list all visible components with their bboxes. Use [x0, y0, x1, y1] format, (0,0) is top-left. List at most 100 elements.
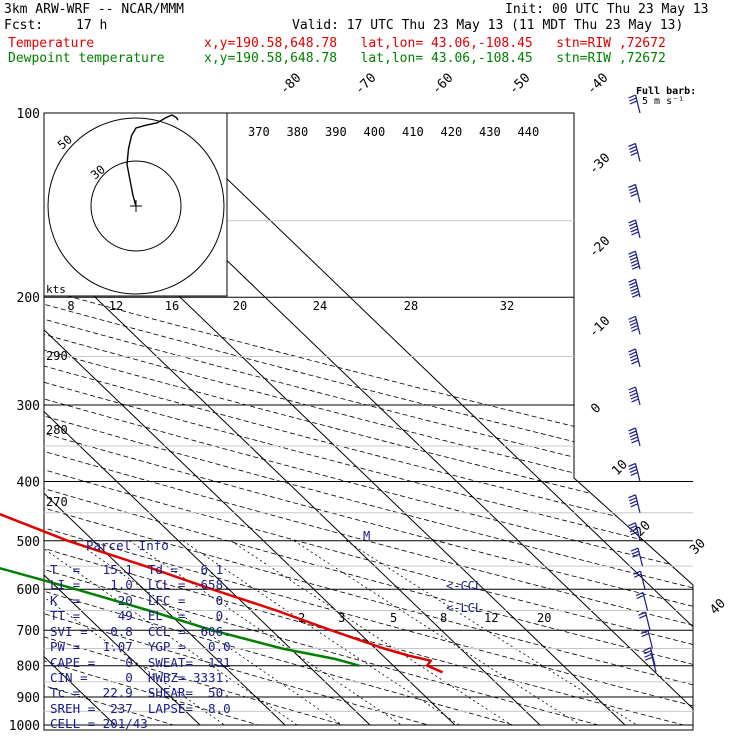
wind-barb-flag	[630, 357, 638, 362]
wind-barb-flag	[629, 100, 638, 105]
parcel-row: CELL = 201/43	[50, 716, 148, 731]
mixing-ratio-label: 8	[440, 611, 447, 625]
parcel-info-title: Parcel Info	[86, 538, 169, 553]
wind-barb-flag	[630, 324, 638, 329]
theta-label: 440	[518, 125, 540, 139]
parcel-row: PW = 1.07 YGP = 0.0	[50, 639, 231, 654]
wind-barb-flag	[629, 468, 638, 474]
wind-barb-flag	[629, 318, 637, 323]
isotherm-line	[44, 478, 541, 726]
wind-barb-flag	[643, 647, 651, 652]
parcel-info-panel: Parcel Info T = 15.1 Td = 6.1 LI = 1.0 L…	[44, 537, 232, 731]
hodograph-speed-label: 32	[500, 299, 514, 313]
wind-barb-flag	[630, 503, 638, 508]
wind-barb-flag	[641, 632, 649, 638]
wind-barb-flag	[629, 222, 637, 227]
theta-label: 290	[46, 349, 68, 363]
wind-barb-flag	[628, 278, 636, 283]
wind-barb-flag	[629, 186, 637, 191]
wind-barb-flag	[628, 427, 636, 432]
wind-barb-flag	[629, 433, 638, 438]
wind-barb-flag	[630, 547, 639, 552]
wind-barb-flag	[628, 94, 636, 99]
forecast-label: Fcst:	[4, 18, 44, 33]
isotherm-label: -50	[506, 71, 533, 98]
isotherm-line	[44, 329, 199, 478]
wind-barb-flag	[630, 287, 638, 292]
isotherm-label: -30	[586, 151, 613, 178]
wind-barb-flag	[630, 436, 638, 441]
pressure-tick-label: 400	[17, 475, 40, 490]
isotherm-label: 40	[707, 596, 729, 618]
wind-barb-flag	[632, 265, 640, 270]
wind-barb-flag	[633, 570, 641, 575]
mixing-ratio-line	[182, 540, 460, 726]
isotherm-label: -40	[584, 71, 611, 98]
wind-barb	[649, 647, 656, 666]
hodograph-ring	[90, 160, 182, 252]
wind-barb-flag	[630, 228, 638, 233]
wind-barb-flag	[638, 611, 646, 616]
parcel-row: K = 20 LFC = 0.	[50, 593, 231, 608]
wind-barb-flag	[631, 262, 639, 267]
wind-barb-flag	[628, 386, 636, 391]
parcel-row: LI = 1.0 LCL = 658.	[50, 577, 231, 592]
parcel-row: T = 15.1 Td = 6.1	[50, 562, 224, 577]
isotherm-line	[44, 478, 456, 726]
hodograph-speed-label: 8	[67, 299, 74, 313]
wind-barb-flag	[635, 591, 644, 597]
mixing-ratio-label: 5	[390, 611, 397, 625]
dewpoint-location: x,y=190.58,648.78 lat,lon= 43.06,-108.45…	[204, 51, 666, 66]
model-title: 3km ARW-WRF -- NCAR/MMM	[4, 2, 185, 17]
isotherm-label: 10	[609, 457, 631, 479]
theta-label: 410	[402, 125, 424, 139]
wind-barb-flag	[628, 462, 636, 468]
wind-barb-flag	[628, 315, 636, 320]
hodograph-speed-label: 16	[165, 299, 179, 313]
wind-barb	[644, 612, 651, 631]
wind-barb-flag	[629, 497, 637, 502]
parcel-row: SVI = 0.8 CCL = 606.	[50, 624, 231, 639]
isotherm-label: 30	[687, 536, 709, 558]
wind-barb-flag	[631, 439, 639, 444]
isotherm-line	[44, 247, 284, 478]
wind-barb-flag	[632, 553, 640, 558]
wind-barb-flag	[630, 395, 638, 400]
wind-barb-flag	[629, 284, 638, 289]
dewpoint-profile-line	[0, 566, 360, 667]
temperature-legend: Temperature	[8, 36, 95, 51]
valid-time: Valid: 17 UTC Thu 23 May 13 (11 MDT Thu …	[292, 18, 684, 33]
wind-barb-flag	[630, 259, 638, 264]
wind-barb-flag	[629, 253, 637, 258]
mixing-ratio-label: 12	[484, 611, 498, 625]
wind-barb-flag	[644, 650, 652, 655]
theta-label: 370	[248, 125, 270, 139]
parcel-row: Tc = 22.9 SHEAR= 50.	[50, 685, 231, 700]
theta-label: 270	[46, 495, 68, 509]
hodograph-unit-label: kts	[46, 283, 66, 296]
theta-label: 390	[325, 125, 347, 139]
pressure-tick-label: 200	[17, 291, 40, 306]
wind-barb-flag	[629, 225, 638, 230]
parcel-row: TT = 49 EL = 0.	[50, 608, 231, 623]
wind-barb-flag	[629, 465, 637, 471]
parcel-row: CIN = 0 HWBZ= 3331.	[50, 670, 231, 685]
theta-label: 420	[441, 125, 463, 139]
mixing-ratio-label: 2	[298, 611, 305, 625]
pressure-tick-label: 600	[17, 583, 40, 598]
hodograph-speed-label: 12	[109, 299, 123, 313]
wind-barb-flag	[628, 522, 636, 527]
parcel-row: CAPE = 0 SWEAT= 131	[50, 655, 231, 670]
theta-label: 280	[46, 423, 68, 437]
pressure-tick-label: 300	[17, 399, 40, 414]
mixing-ratio-line	[293, 540, 581, 726]
barb-scale-label: Full barb:	[636, 86, 696, 97]
wind-barb-flag	[629, 321, 638, 326]
pressure-tick-label: 100	[17, 107, 40, 122]
wind-barb-flag	[631, 398, 639, 403]
pressure-tick-label: 500	[17, 535, 40, 550]
wind-barb-flag	[631, 550, 639, 555]
temperature-profile-line	[0, 512, 444, 674]
level-marker-label: <-LCL	[446, 601, 482, 615]
isotherm-line	[158, 478, 693, 726]
